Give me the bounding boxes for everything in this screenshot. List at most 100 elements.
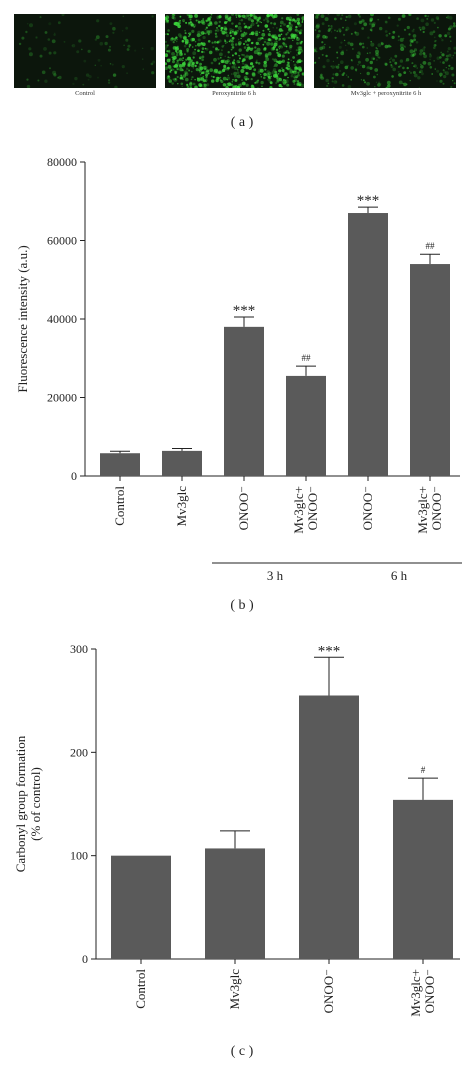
cell-speckle <box>452 24 456 28</box>
cell-speckle <box>269 81 273 85</box>
cell-speckle <box>319 75 323 79</box>
cell-speckle <box>391 58 396 62</box>
cell-speckle <box>253 50 258 55</box>
cell-speckle <box>233 31 238 35</box>
cell-speckle <box>296 80 300 83</box>
cell-speckle <box>327 14 330 15</box>
cell-speckle <box>277 73 280 75</box>
cell-speckle <box>206 30 211 34</box>
carbonyl-chart: 0 100 200 300 Carbonyl group formation (% of … <box>13 642 460 1017</box>
cell-speckle <box>446 50 449 53</box>
cell-speckle <box>410 53 415 58</box>
cell-speckle <box>263 60 267 65</box>
cell-speckle <box>377 83 381 87</box>
cell-speckle <box>123 44 125 46</box>
cell-speckle <box>109 22 113 25</box>
cell-speckle <box>276 51 279 54</box>
cell-speckle <box>279 25 282 27</box>
cell-speckle <box>188 46 191 48</box>
cell-speckle <box>191 29 195 33</box>
cell-speckle <box>280 45 282 47</box>
cell-speckle <box>441 53 445 57</box>
cell-speckle <box>243 22 246 25</box>
cell-speckle <box>211 79 215 83</box>
cell-speckle <box>388 32 391 35</box>
cell-speckle <box>340 51 345 56</box>
cell-speckle <box>168 58 171 61</box>
cell-speckle <box>435 39 437 42</box>
bar <box>348 213 388 476</box>
cell-speckle <box>256 17 259 19</box>
cell-speckle <box>48 22 52 26</box>
cell-speckle <box>253 86 255 88</box>
cell-speckle <box>286 63 290 67</box>
cell-speckle <box>301 16 304 21</box>
cell-speckle <box>49 67 51 70</box>
cell-speckle <box>402 66 405 70</box>
cell-speckle <box>426 17 429 20</box>
cell-speckle <box>336 30 339 33</box>
cell-speckle <box>285 16 290 21</box>
cell-speckle <box>429 58 431 61</box>
cell-speckle <box>374 86 376 88</box>
cell-speckle <box>273 58 278 63</box>
cell-speckle <box>224 21 227 25</box>
cell-speckle <box>298 31 302 35</box>
cell-speckle <box>183 36 187 41</box>
cell-speckle <box>167 33 169 36</box>
cell-speckle <box>281 17 284 20</box>
cell-speckle <box>152 60 156 64</box>
cell-speckle <box>367 36 370 39</box>
cell-speckle <box>421 72 424 76</box>
cell-speckle <box>354 68 358 71</box>
cell-speckle <box>231 65 235 69</box>
cell-speckle <box>413 50 415 53</box>
cell-speckle <box>266 70 270 74</box>
cell-speckle <box>207 72 210 75</box>
cell-speckle <box>265 57 270 62</box>
cell-speckle <box>297 71 300 74</box>
cell-speckle <box>235 24 238 28</box>
cell-speckle <box>411 40 414 43</box>
cell-speckle <box>185 21 188 24</box>
cell-speckle <box>263 38 265 40</box>
bar <box>205 848 265 959</box>
cell-speckle <box>220 49 223 52</box>
cell-speckle <box>376 48 378 50</box>
cell-speckle <box>286 31 289 34</box>
cell-speckle <box>287 76 289 79</box>
cell-speckle <box>369 66 373 70</box>
cell-speckle <box>177 68 179 70</box>
cell-speckle <box>319 46 323 51</box>
cell-speckle <box>237 29 240 32</box>
cell-speckle <box>357 14 360 16</box>
cell-speckle <box>48 51 52 55</box>
cell-speckle <box>229 16 232 19</box>
cell-speckle <box>288 26 293 31</box>
cell-speckle <box>251 65 254 68</box>
cell-speckle <box>450 85 453 88</box>
cell-speckle <box>427 61 432 66</box>
cell-speckle <box>378 56 381 59</box>
cell-speckle <box>272 35 275 39</box>
cell-speckle <box>369 28 373 32</box>
cell-speckle <box>399 37 404 42</box>
cell-speckle <box>423 46 426 49</box>
micrograph-background <box>314 14 456 88</box>
cell-speckle <box>284 72 288 76</box>
cell-speckle <box>244 25 248 29</box>
cell-speckle <box>295 25 298 29</box>
cell-speckle <box>179 19 181 22</box>
cell-speckle <box>322 77 325 80</box>
cell-speckle <box>199 57 201 60</box>
cell-speckle <box>99 41 104 46</box>
cell-speckle <box>173 77 178 82</box>
cell-speckle <box>224 39 226 41</box>
cell-speckle <box>278 45 281 49</box>
cell-speckle <box>122 15 125 18</box>
cell-speckle <box>209 68 214 72</box>
cell-speckle <box>359 16 361 18</box>
cell-speckle <box>385 34 389 37</box>
cell-speckle <box>178 58 181 61</box>
cell-speckle <box>452 80 454 82</box>
